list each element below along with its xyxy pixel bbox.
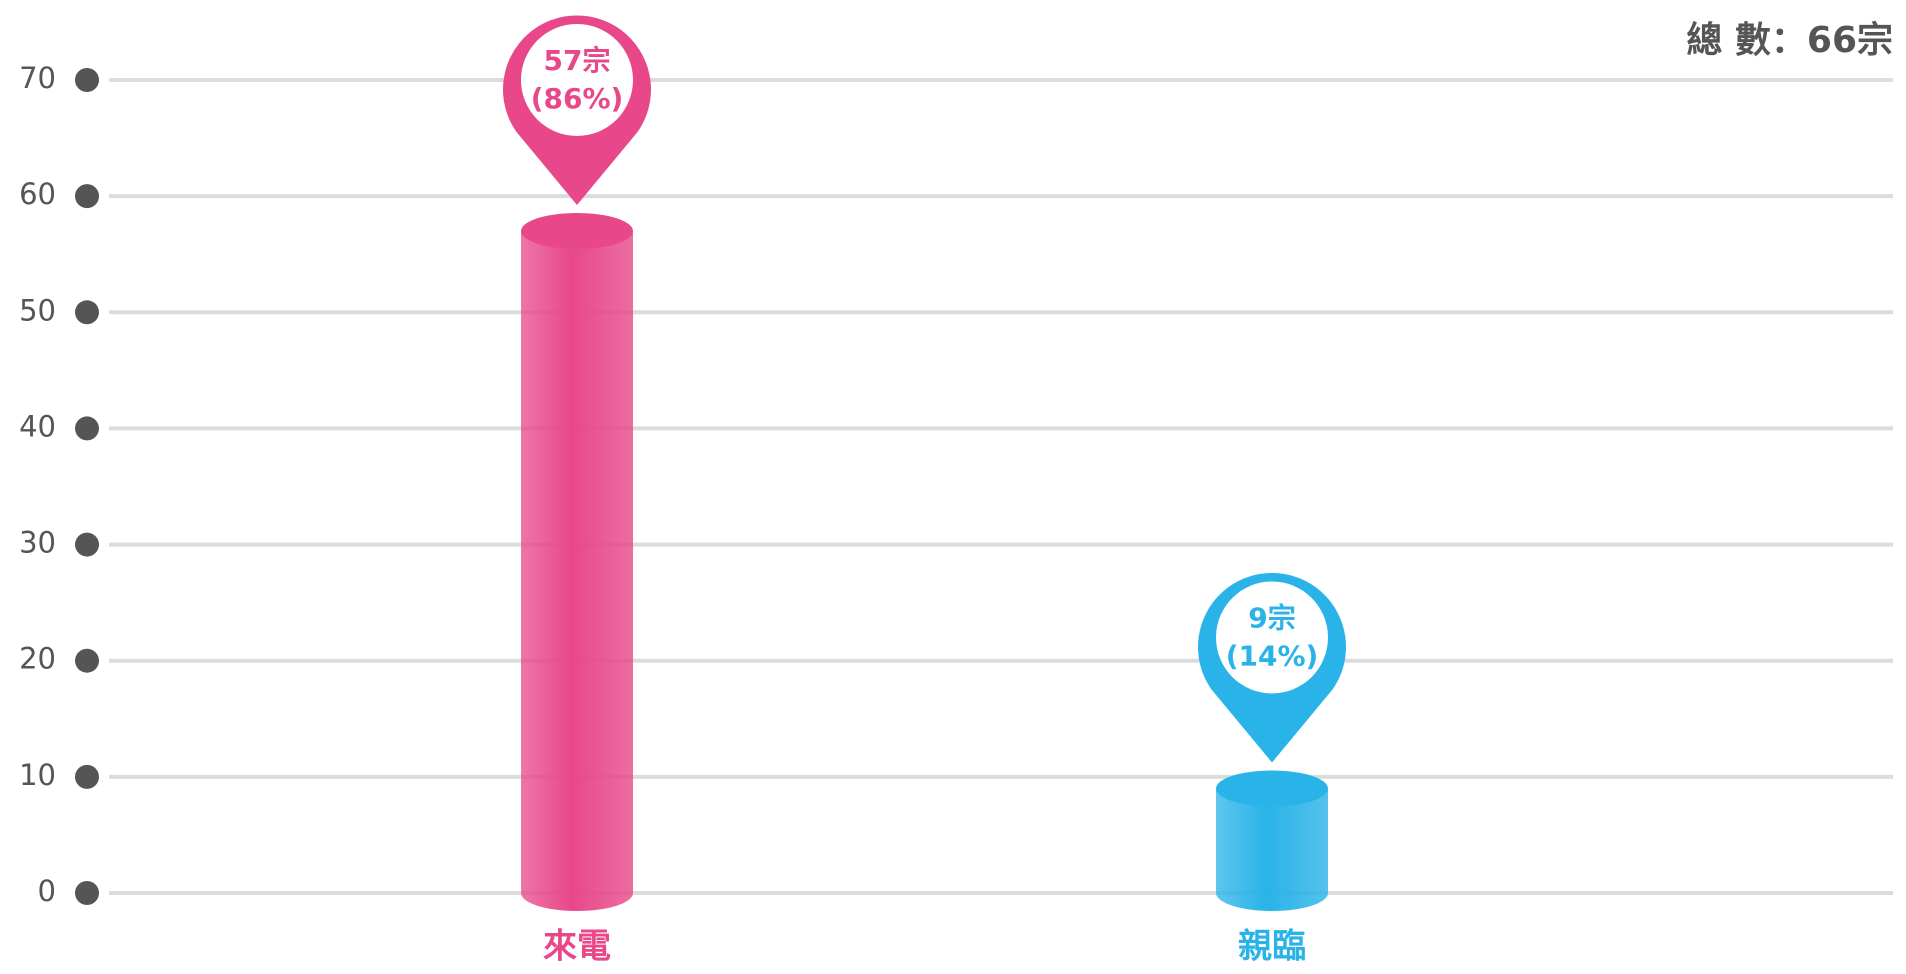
value-label: 57宗 bbox=[544, 44, 611, 77]
tick-dot bbox=[75, 532, 99, 557]
pin-inner bbox=[521, 23, 633, 136]
tick-dot bbox=[75, 648, 99, 673]
y-tick-label: 10 bbox=[19, 758, 56, 792]
x-tick-label: 來電 bbox=[543, 927, 611, 967]
bar-top bbox=[1216, 770, 1328, 807]
y-tick-label: 60 bbox=[19, 177, 56, 211]
pin-inner bbox=[1216, 581, 1328, 694]
bar-top bbox=[521, 212, 633, 249]
tick-dot bbox=[75, 184, 99, 209]
tick-dot bbox=[75, 300, 99, 325]
bar bbox=[521, 230, 633, 911]
value-label: 9宗 bbox=[1248, 601, 1295, 634]
tick-dot bbox=[75, 416, 99, 441]
percent-label: (14%) bbox=[1226, 639, 1319, 672]
y-tick-label: 40 bbox=[19, 409, 56, 443]
y-tick-label: 20 bbox=[19, 642, 56, 676]
chart-title: 總 數：66宗 bbox=[1686, 19, 1893, 61]
y-tick-label: 50 bbox=[19, 293, 56, 327]
tick-dot bbox=[75, 881, 99, 905]
x-tick-label: 親臨 bbox=[1238, 927, 1306, 967]
percent-label: (86%) bbox=[531, 82, 624, 115]
y-tick-label: 30 bbox=[19, 526, 56, 560]
y-tick-label: 70 bbox=[19, 61, 56, 95]
tick-dot bbox=[75, 68, 99, 92]
y-tick-label: 0 bbox=[38, 874, 56, 908]
bar bbox=[1216, 788, 1328, 911]
tick-dot bbox=[75, 764, 99, 789]
